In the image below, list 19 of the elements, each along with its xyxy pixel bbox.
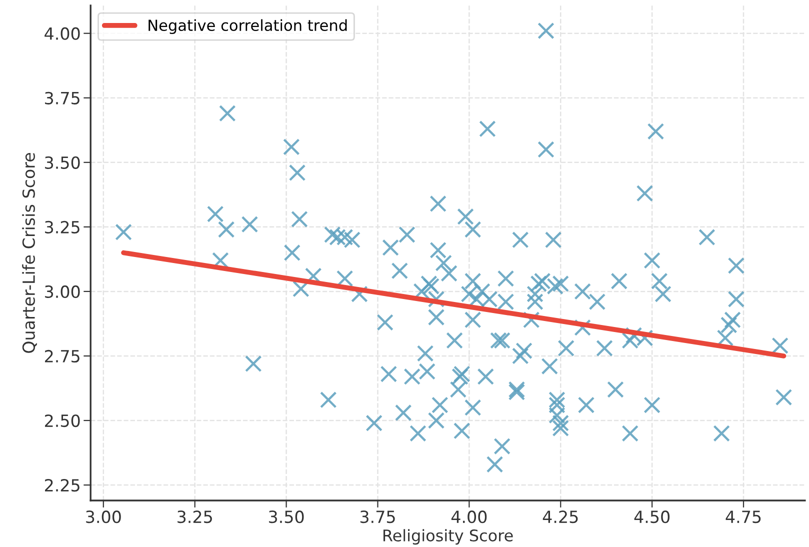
x-tick-label: 3.50 (269, 510, 304, 524)
x-axis-title: Religiosity Score (383, 529, 513, 545)
y-tick-label: 2.50 (45, 414, 80, 428)
x-tick-label: 4.50 (634, 510, 670, 524)
x-tick-label: 3.00 (86, 510, 121, 524)
x-tick-label: 3.75 (360, 510, 395, 524)
y-tick-label: 2.75 (45, 350, 80, 363)
y-tick-label: 2.25 (45, 478, 80, 492)
x-tick-label: 4.75 (726, 510, 761, 524)
y-tick-label: 3.50 (45, 156, 80, 169)
x-tick-label: 4.00 (451, 510, 487, 524)
y-axis-title: Quarter-Life Crisis Score (22, 152, 37, 353)
x-tick-label: 3.25 (178, 510, 212, 524)
y-tick-label: 3.75 (45, 92, 80, 104)
x-tick-label: 4.25 (542, 510, 578, 524)
legend-label: Negative correlation trend (148, 19, 347, 34)
y-tick-label: 3.00 (45, 285, 80, 298)
y-tick-label: 3.25 (45, 220, 80, 234)
y-tick-label: 4.00 (44, 27, 80, 40)
